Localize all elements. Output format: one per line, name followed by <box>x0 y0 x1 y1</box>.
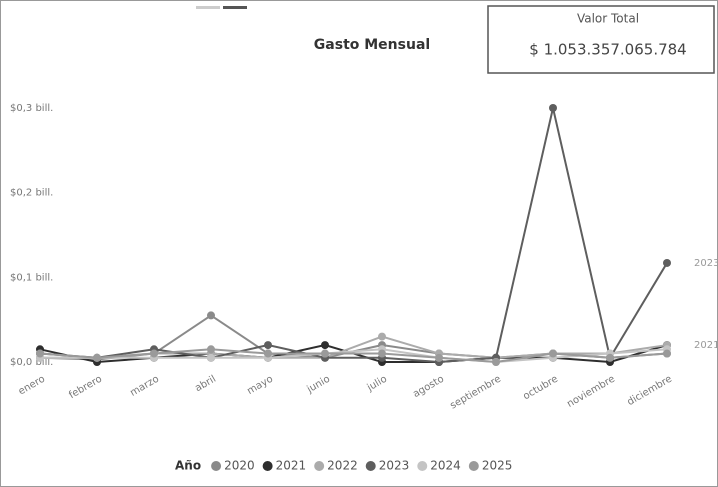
legend-label: 2023 <box>379 459 410 473</box>
series-end-label: 2023 <box>694 258 718 269</box>
series-line <box>39 348 668 364</box>
legend-swatch <box>262 461 273 471</box>
data-point <box>150 349 158 358</box>
chart-title: Gasto Mensual <box>314 37 430 53</box>
series-line <box>40 348 668 364</box>
data-point <box>264 349 272 358</box>
legend-label: 2022 <box>327 459 358 473</box>
legend-swatch <box>468 461 479 471</box>
data-point <box>549 104 557 112</box>
scroll-hint <box>196 6 220 9</box>
card-label: Valor Total <box>577 12 639 26</box>
data-point <box>321 349 329 358</box>
y-tick-label: $0,2 bill. <box>10 188 53 199</box>
data-point <box>435 353 443 362</box>
scroll-hint <box>223 6 247 9</box>
legend-label: 2025 <box>482 459 513 473</box>
data-point <box>207 353 215 362</box>
y-tick-label: $0,1 bill. <box>10 272 53 283</box>
card <box>487 5 715 74</box>
data-point <box>606 353 614 362</box>
data-point <box>264 341 272 350</box>
data-point <box>378 349 386 358</box>
data-point <box>663 349 671 358</box>
legend-swatch <box>211 461 222 471</box>
legend-swatch <box>365 461 376 471</box>
data-point <box>207 311 215 320</box>
legend-label: 2024 <box>430 459 461 473</box>
legend-swatch <box>314 461 325 471</box>
data-point <box>492 358 500 366</box>
series-line <box>39 107 668 364</box>
legend-label: 2020 <box>224 459 255 473</box>
data-point <box>663 258 671 267</box>
legend-label: 2021 <box>276 459 307 473</box>
series-end-label: 2021 <box>694 340 718 351</box>
data-point <box>36 349 44 358</box>
data-point <box>321 341 329 350</box>
data-point <box>207 345 215 354</box>
legend-swatch <box>417 461 428 471</box>
legend-title: Año <box>175 459 201 473</box>
y-tick-label: $0,3 bill. <box>10 103 53 114</box>
y-tick-label: $0,0 bill. <box>10 357 53 368</box>
card-value: $ 1.053.357.065.784 <box>529 41 686 59</box>
data-point <box>378 332 386 341</box>
data-point <box>549 349 557 358</box>
data-point <box>93 353 101 362</box>
